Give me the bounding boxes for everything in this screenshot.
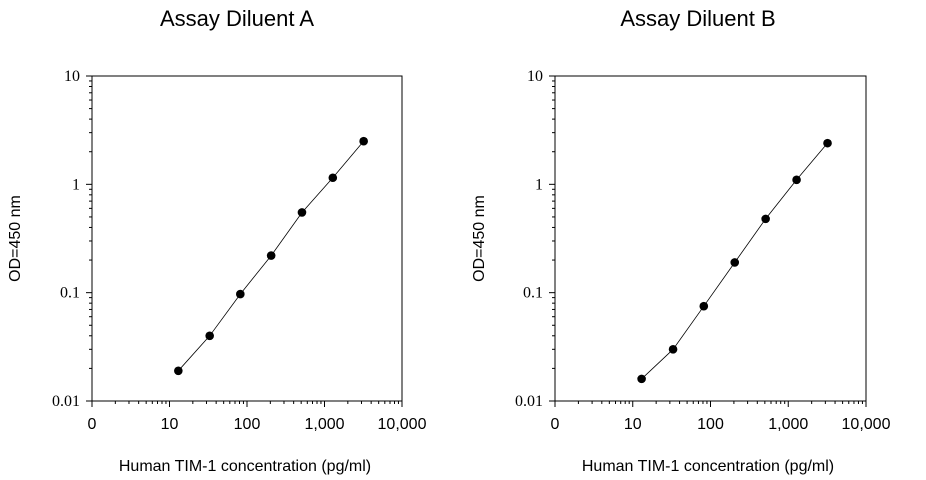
y-axis-label: OD=450 nm	[7, 195, 24, 282]
data-point	[668, 345, 678, 354]
data-point	[266, 251, 276, 260]
data-point	[359, 136, 368, 146]
y-tick-label: 10	[527, 68, 543, 85]
y-tick-label: 0.01	[52, 393, 80, 410]
data-point	[297, 208, 307, 217]
y-tick-label: 0.1	[60, 285, 80, 302]
x-tick-label: 100	[697, 416, 724, 433]
chart-title: Assay Diluent B	[620, 6, 775, 31]
y-tick-label: 0.1	[523, 285, 543, 302]
data-point	[174, 366, 183, 376]
data-point	[236, 289, 245, 299]
data-point	[637, 374, 646, 384]
data-point	[823, 138, 832, 148]
data-point	[792, 175, 801, 185]
x-axis-label: Human TIM-1 concentration (pg/ml)	[582, 458, 834, 475]
data-point	[205, 331, 214, 341]
y-tick-label: 10	[64, 68, 80, 85]
chart-title: Assay Diluent A	[160, 6, 314, 31]
plot-frame	[91, 75, 403, 402]
data-point	[761, 214, 770, 224]
x-tick-label: 0	[551, 416, 560, 433]
y-tick-label: 0.01	[515, 393, 543, 410]
x-tick-label: 1,000	[304, 416, 344, 433]
y-tick-label: 1	[72, 176, 80, 193]
x-tick-label: 10	[624, 416, 642, 433]
x-tick-label: 10,000	[378, 416, 427, 433]
y-tick-label: 1	[535, 176, 543, 193]
x-tick-label: 1,000	[768, 416, 808, 433]
x-tick-label: 100	[234, 416, 261, 433]
data-point	[328, 173, 338, 183]
x-tick-label: 10	[161, 416, 179, 433]
plot-frame	[554, 75, 867, 402]
x-tick-label: 0	[88, 416, 97, 433]
data-point	[730, 258, 740, 267]
data-point	[699, 301, 709, 311]
x-tick-label: 10,000	[842, 416, 891, 433]
y-axis-label: OD=450 nm	[471, 195, 488, 282]
x-axis-label: Human TIM-1 concentration (pg/ml)	[119, 458, 371, 475]
